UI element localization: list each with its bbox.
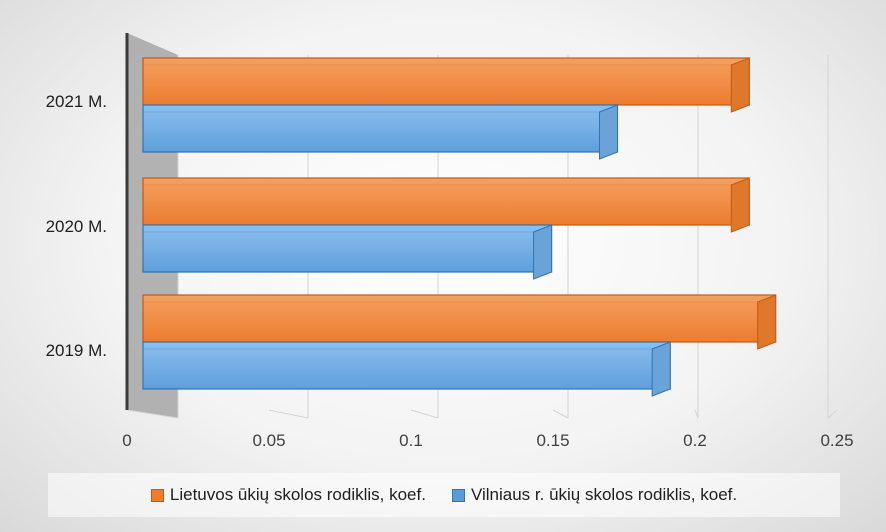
- legend-label: Vilniaus r. ūkių skolos rodiklis, koef.: [470, 485, 738, 504]
- x-tick-label: 0.1: [399, 431, 423, 450]
- x-tick-label: 0.25: [820, 431, 853, 450]
- category-label: 2019 M.: [46, 341, 107, 360]
- legend: Lietuvos ūkių skolos rodiklis, koef. Vil…: [48, 473, 840, 517]
- category-label: 2021 M.: [46, 92, 107, 111]
- floor-gridline: [410, 409, 439, 419]
- bar-vilnius: [142, 341, 671, 397]
- x-tick-label: 0: [122, 431, 131, 450]
- bar-lithuania: [142, 57, 750, 113]
- category-label: 2020 M.: [46, 217, 107, 236]
- x-tick-label: 0.15: [536, 431, 569, 450]
- bar-vilnius: [142, 224, 553, 280]
- legend-item-lithuania: Lietuvos ūkių skolos rodiklis, koef.: [150, 485, 426, 505]
- bar-lithuania: [142, 177, 750, 233]
- floor-gridline: [268, 409, 309, 419]
- x-tick-label: 0.05: [252, 431, 285, 450]
- legend-swatch-orange: [150, 488, 164, 502]
- legend-label: Lietuvos ūkių skolos rodiklis, koef.: [169, 485, 426, 504]
- x-tick-label: 0.2: [683, 431, 707, 450]
- floor-gridline: [694, 409, 699, 419]
- bar-lithuania: [142, 294, 777, 350]
- floor-gridline: [552, 409, 569, 419]
- legend-item-vilnius: Vilniaus r. ūkių skolos rodiklis, koef.: [451, 485, 738, 505]
- bar-vilnius: [142, 104, 619, 160]
- floor-gridline: [126, 409, 179, 419]
- legend-swatch-blue: [451, 488, 465, 502]
- floor-gridline: [827, 409, 838, 419]
